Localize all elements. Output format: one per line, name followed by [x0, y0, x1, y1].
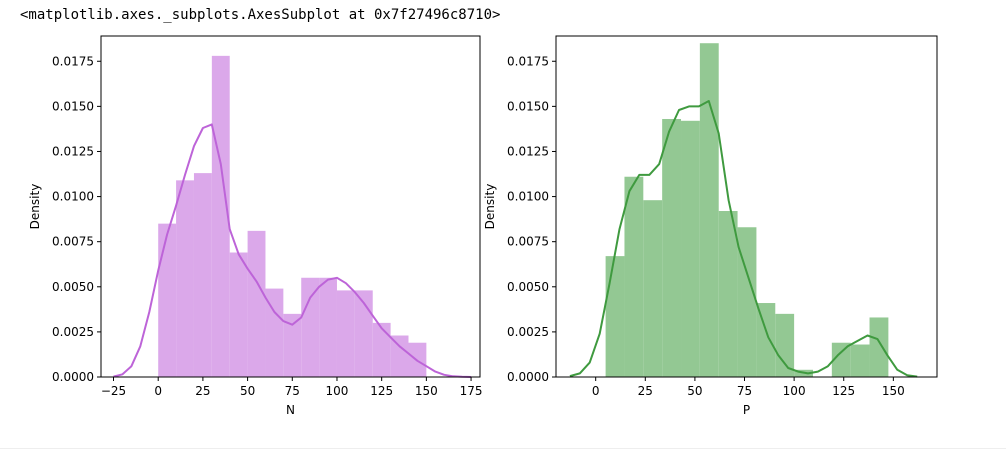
x-tick-label: 100 — [326, 384, 349, 398]
x-tick-label: 75 — [737, 384, 752, 398]
x-tick-label: 125 — [832, 384, 855, 398]
axes-frame — [100, 35, 481, 378]
y-axis-label: Density — [28, 184, 42, 230]
x-tick-label: 150 — [882, 384, 905, 398]
x-tick-label: 100 — [783, 384, 806, 398]
histogram-bar — [699, 43, 719, 378]
histogram-bar — [265, 288, 284, 377]
histogram-bar — [681, 120, 700, 377]
x-axis-label: N — [286, 403, 295, 417]
histogram-bar — [193, 173, 212, 377]
histogram-bar — [662, 118, 682, 378]
histogram-bar — [643, 200, 663, 377]
y-tick-label: 0.0000 — [507, 370, 549, 384]
y-tick-label: 0.0050 — [52, 280, 94, 294]
y-tick-label: 0.0175 — [507, 54, 549, 68]
histogram-bar — [624, 176, 644, 377]
histogram-bar — [850, 344, 870, 377]
x-tick-label: 25 — [638, 384, 653, 398]
y-axis-label: Density — [483, 184, 497, 230]
x-tick-label: 75 — [285, 384, 300, 398]
x-tick-label: 125 — [370, 384, 393, 398]
x-tick-label: 150 — [415, 384, 438, 398]
y-tick-label: 0.0025 — [507, 325, 549, 339]
histogram-bar — [756, 303, 776, 377]
histogram-bar — [176, 180, 194, 377]
y-tick-label: 0.0175 — [52, 54, 94, 68]
kde-curve — [569, 100, 918, 378]
histogram-bar — [301, 277, 320, 377]
x-tick-label: −25 — [101, 384, 126, 398]
x-tick-label: 50 — [687, 384, 702, 398]
y-tick-label: 0.0100 — [507, 190, 549, 204]
x-tick-label: 25 — [195, 384, 210, 398]
histogram-bar — [354, 290, 373, 377]
histogram-bar — [775, 313, 795, 377]
x-tick-label: 0 — [154, 384, 162, 398]
y-tick-label: 0.0125 — [52, 144, 94, 158]
histogram-bar — [831, 342, 851, 377]
y-tick-label: 0.0075 — [52, 235, 94, 249]
histogram-bar — [211, 55, 230, 378]
x-tick-label: 175 — [460, 384, 483, 398]
cell-divider — [0, 448, 1006, 449]
y-tick-label: 0.0050 — [507, 280, 549, 294]
y-tick-label: 0.0100 — [52, 190, 94, 204]
chart-n-density: −25 0 25 50 75 100 125 150 175 0.0000 0.0025 0.0050… — [28, 35, 483, 417]
chart-p-density: 0 25 50 75 100 125 150 0.0000 0.0025 0.0050 0.0075… — [483, 35, 938, 417]
histogram-bar — [247, 230, 266, 377]
histogram-bar — [319, 277, 337, 377]
y-tick-label: 0.0000 — [52, 370, 94, 384]
x-axis-label: P — [743, 403, 750, 417]
y-tick-label: 0.0150 — [52, 99, 94, 113]
y-tick-label: 0.0150 — [507, 99, 549, 113]
histogram-bar — [283, 313, 302, 377]
histogram-bar — [229, 252, 248, 377]
y-tick-label: 0.0025 — [52, 325, 94, 339]
y-tick-label: 0.0075 — [507, 235, 549, 249]
histogram-bar — [605, 256, 625, 377]
histogram-bar — [718, 211, 738, 377]
y-tick-label: 0.0125 — [507, 144, 549, 158]
histogram-bar — [390, 335, 409, 377]
histogram-bar — [336, 290, 355, 377]
axes-frame — [555, 35, 938, 378]
cell-output-text: <matplotlib.axes._subplots.AxesSubplot a… — [20, 7, 501, 23]
x-tick-label: 50 — [240, 384, 255, 398]
histogram-bar — [869, 317, 889, 377]
histogram-bar — [158, 223, 177, 377]
x-tick-label: 0 — [592, 384, 600, 398]
histogram-bar — [372, 322, 391, 377]
kde-curve — [113, 123, 472, 378]
histogram-bar — [737, 227, 757, 377]
